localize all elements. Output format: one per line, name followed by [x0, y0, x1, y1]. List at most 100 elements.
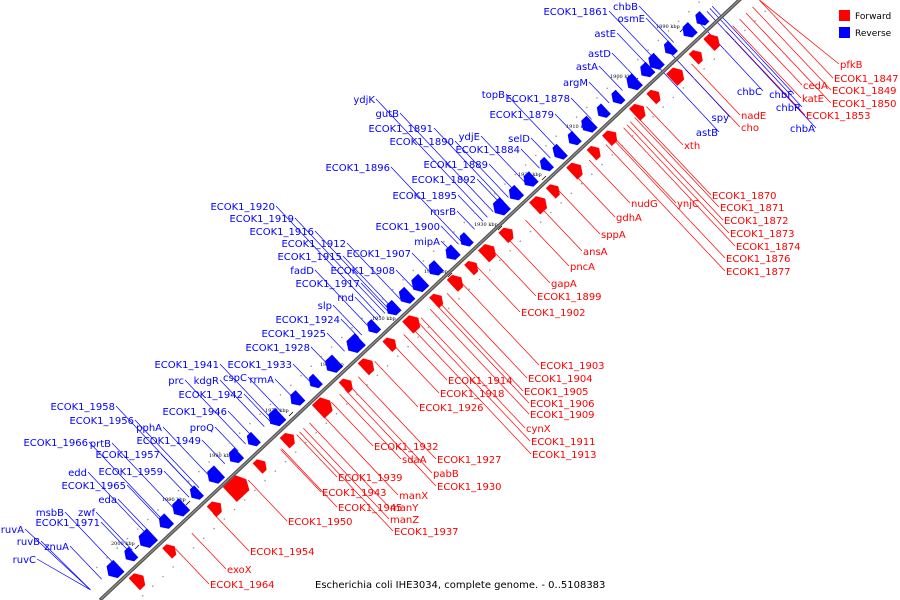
forward-gene-arrow: [566, 162, 583, 180]
forward-gene-label: ECOK1_1911: [531, 437, 596, 448]
strand-dot: [478, 278, 481, 281]
strand-dot: [453, 231, 455, 233]
forward-gene-label: ECOK1_1926: [419, 403, 484, 414]
strand-dot: [637, 58, 639, 61]
forward-gene-arrow: [382, 337, 397, 353]
reverse-gene-arrow: [445, 244, 461, 260]
legend-reverse-swatch: [839, 27, 850, 38]
forward-gene-label: gdhA: [616, 213, 642, 224]
leader-line: [299, 431, 394, 532]
reverse-gene-arrow: [386, 299, 402, 316]
strand-dot: [616, 78, 619, 80]
leader-line: [163, 470, 190, 498]
forward-gene-arrow: [703, 34, 720, 52]
leader-line: [634, 117, 720, 208]
leader-line: [201, 439, 226, 464]
strand-dot: [335, 412, 338, 415]
reverse-gene-label: ECOK1_1965: [61, 481, 126, 492]
forward-gene-label: ECOK1_1876: [726, 254, 791, 265]
strand-dot: [754, 20, 756, 22]
strand-dot: [325, 422, 328, 425]
strand-dot: [443, 240, 445, 243]
leader-line: [191, 532, 227, 570]
strand-dot: [667, 30, 670, 32]
leader-line: [87, 471, 149, 536]
reverse-gene-arrow: [492, 197, 511, 216]
forward-gene-arrow: [688, 50, 703, 65]
reverse-gene-label: ECOK1_1890: [389, 137, 454, 148]
strand-dot: [504, 183, 506, 185]
strand-dot: [310, 365, 313, 368]
leader-line: [457, 194, 484, 222]
strand-dot: [535, 154, 537, 157]
leader-line: [374, 361, 419, 408]
leader-line: [539, 206, 583, 252]
reverse-gene-label: ECOK1_1908: [330, 266, 395, 277]
reverse-gene-arrow: [611, 89, 626, 105]
leader-line: [296, 434, 338, 478]
strand-dot: [198, 470, 200, 473]
forward-gene-arrow: [402, 315, 421, 334]
reverse-gene-label: znuA: [44, 542, 69, 553]
forward-gene-label: ECOK1_1906: [530, 399, 595, 410]
leader-line: [417, 321, 531, 442]
reverse-gene-label: argM: [563, 78, 588, 89]
strand-dot: [703, 68, 705, 70]
reverse-gene-label: ECOK1_1912: [281, 239, 346, 250]
strand-dot: [208, 461, 210, 463]
reverse-gene-label: ECOK1_1916: [249, 227, 314, 238]
forward-gene-label: ECOK1_1877: [726, 267, 791, 278]
strand-dot: [177, 489, 180, 492]
leader-line: [588, 81, 610, 104]
reverse-gene-arrow: [124, 546, 139, 562]
forward-gene-arrow: [586, 145, 601, 161]
forward-gene-label: ECOK1_1964: [210, 580, 275, 591]
leader-line: [459, 281, 540, 366]
forward-gene-label: ECOK1_1849: [832, 86, 897, 97]
leader-line: [433, 127, 505, 203]
leader-line: [645, 17, 672, 45]
reverse-gene-arrow: [189, 485, 205, 500]
forward-gene-label: ECOK1_1902: [521, 308, 586, 319]
strand-dot: [315, 432, 317, 434]
strand-dot: [529, 230, 532, 233]
strand-dot: [330, 346, 333, 348]
leader-line: [520, 148, 540, 169]
reverse-gene-label: ECOK1_1942: [178, 390, 243, 401]
strand-dot: [172, 566, 174, 568]
reverse-gene-arrow: [411, 273, 430, 293]
reverse-gene-label: astE: [594, 29, 616, 40]
reverse-gene-label: kdgR: [194, 376, 219, 387]
forward-gene-label: nadE: [741, 111, 766, 122]
reverse-gene-label: cspC: [223, 373, 247, 384]
forward-gene-label: ECOK1_1850: [832, 99, 897, 110]
leader-line: [375, 98, 488, 218]
leader-line: [314, 230, 390, 310]
reverse-gene-label: selD: [508, 134, 530, 145]
leader-line: [411, 326, 532, 455]
forward-gene-label: ECOK1_1918: [440, 389, 505, 400]
forward-gene-label: ECOK1_1930: [437, 482, 502, 493]
leader-line: [319, 412, 399, 496]
strand-dot: [249, 422, 251, 425]
leader-line: [435, 303, 530, 404]
leader-lines: [24, 0, 840, 591]
strand-dot: [376, 374, 379, 377]
reverse-gene-label: astB: [696, 128, 718, 139]
strand-dot: [733, 39, 736, 41]
reverse-gene-label: ECOK1_1896: [325, 163, 390, 174]
strand-dot: [238, 432, 241, 435]
strand-dot: [147, 518, 149, 521]
reverse-gene-arrow: [138, 528, 159, 549]
strand-dot: [591, 173, 593, 175]
reverse-gene-label: ruvB: [17, 537, 40, 548]
forward-gene-arrow: [279, 432, 295, 449]
strand-dot: [126, 537, 129, 540]
reverse-gene-label: fadD: [290, 266, 314, 277]
forward-gene-arrow: [446, 274, 464, 292]
forward-gene-label: ECOK1_1905: [524, 387, 589, 398]
leader-line: [759, 0, 840, 65]
strand-dot: [488, 269, 491, 271]
